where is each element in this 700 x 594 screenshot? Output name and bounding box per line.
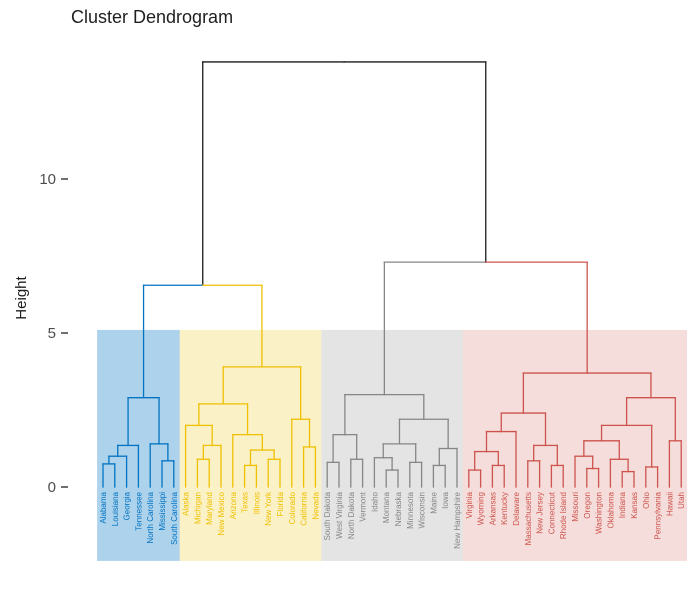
leaf-label: Nebraska	[394, 491, 403, 526]
y-axis-tick-label: 10	[39, 171, 56, 188]
leaf-label: Alabama	[99, 491, 108, 523]
leaf-label: New Hampshire	[453, 491, 462, 548]
leaf-label: New York	[264, 491, 273, 526]
cluster-rect	[462, 329, 688, 561]
leaf-label: Vermont	[359, 491, 368, 522]
leaf-label: Delaware	[512, 491, 521, 525]
cluster-rect	[321, 329, 463, 561]
leaf-label: Georgia	[123, 491, 132, 520]
leaf-label: Pennsylvania	[654, 491, 663, 539]
leaf-label: Minnesota	[406, 491, 415, 528]
leaf-label: Arizona	[229, 491, 238, 519]
leaf-label: North Dakota	[347, 491, 356, 539]
leaf-label: Texas	[241, 492, 250, 513]
leaf-label: Massachusetts	[524, 492, 533, 545]
leaf-label: Louisiana	[111, 491, 120, 526]
leaf-label: Tennessee	[134, 491, 143, 530]
leaf-label: Michigan	[193, 492, 202, 524]
leaf-label: Montana	[382, 491, 391, 523]
leaf-label: Wyoming	[477, 492, 486, 525]
leaf-label: Indiana	[618, 491, 627, 518]
leaf-label: Mississippi	[158, 492, 167, 531]
leaf-label: Colorado	[288, 491, 297, 524]
leaf-label: Maryland	[205, 492, 214, 525]
leaf-label: West Virginia	[335, 491, 344, 538]
leaf-label: Alaska	[182, 491, 191, 516]
leaf-label: Missouri	[571, 492, 580, 522]
leaf-label: Iowa	[441, 491, 450, 508]
leaf-label: Connecticut	[547, 491, 556, 534]
leaf-label: Wisconsin	[418, 492, 427, 528]
leaf-label: Nevada	[311, 491, 320, 519]
leaf-label: Idaho	[370, 491, 379, 512]
leaf-label: Rhode Island	[559, 492, 568, 539]
leaf-label: Utah	[677, 492, 686, 509]
leaf-label: Florida	[276, 491, 285, 516]
leaf-label: Maine	[429, 491, 438, 513]
leaf-label: South Dakota	[323, 491, 332, 540]
leaf-label: Kentucky	[500, 492, 509, 525]
leaf-label: New Jersey	[536, 492, 545, 534]
leaf-label: Oregon	[583, 492, 592, 519]
leaf-label: Hawaii	[665, 492, 674, 516]
chart-title: Cluster Dendrogram	[71, 7, 234, 27]
leaf-label: Virginia	[465, 491, 474, 518]
leaf-label: Illinois	[252, 492, 261, 514]
leaf-label: Arkansas	[488, 492, 497, 525]
leaf-label: Ohio	[642, 491, 651, 508]
leaf-label: New Mexico	[217, 491, 226, 535]
y-axis-tick-label: 0	[48, 479, 56, 496]
leaf-label: Kansas	[630, 492, 639, 519]
y-axis-tick-label: 5	[48, 325, 56, 342]
leaf-label: South Carolina	[170, 491, 179, 544]
leaf-label: North Carolina	[146, 491, 155, 543]
leaf-label: Oklahoma	[606, 491, 615, 528]
leaf-label: California	[300, 491, 309, 525]
leaf-label: Washington	[595, 492, 604, 534]
